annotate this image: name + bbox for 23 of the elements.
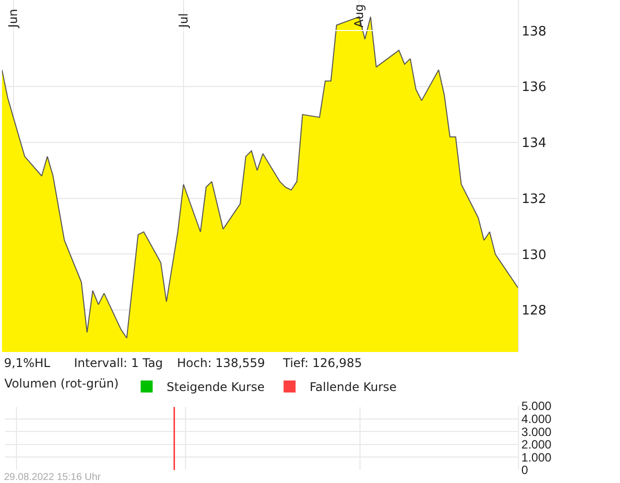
y-tick-label: 138 — [522, 24, 546, 40]
x-tick-label: Aug — [352, 4, 366, 28]
text: Hoch: 138,559 — [177, 356, 266, 370]
text: 9,1%HL — [4, 356, 51, 370]
x-tick-label: Jul — [176, 13, 190, 29]
y-tick-label: 3.000 — [521, 424, 552, 439]
y-tick-label: 128 — [522, 304, 546, 319]
y-tick-label: 2.000 — [521, 438, 552, 452]
y-tick-label: 5.000 — [521, 399, 552, 414]
text: 29.08.2022 15:16 Uhr — [4, 472, 102, 483]
legend-label: Steigende Kurse — [166, 380, 265, 394]
y-tick-label: 4.000 — [521, 412, 552, 426]
y-tick-label: 1.000 — [521, 450, 552, 464]
text: Tief: 126,985 — [282, 356, 362, 370]
y-tick-label: 136 — [522, 80, 546, 96]
legend-title: Volumen (rot-grün) — [4, 376, 119, 391]
y-tick-label: 130 — [522, 248, 546, 263]
text: Intervall: 1 Tag — [74, 356, 163, 370]
y-tick-label: 134 — [522, 136, 546, 152]
y-tick-label: 0 — [521, 463, 528, 478]
y-tick-label: 132 — [522, 192, 546, 207]
x-tick-label: Jun — [6, 8, 20, 29]
legend-label: Fallende Kurse — [310, 380, 397, 394]
